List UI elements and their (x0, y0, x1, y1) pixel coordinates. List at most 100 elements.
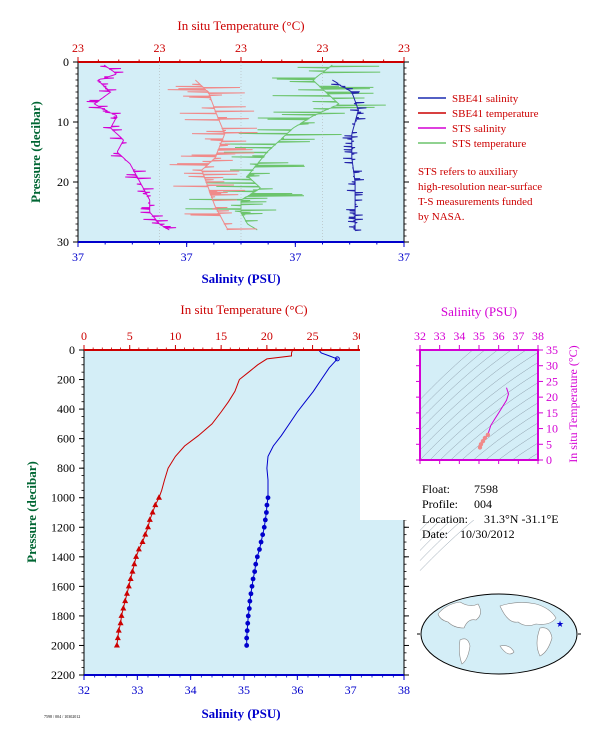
temperature-marker (122, 597, 129, 604)
salinity-marker (244, 635, 250, 641)
salinity-marker (260, 532, 266, 538)
map-land-americas (437, 601, 481, 629)
temperature-marker (145, 523, 151, 530)
map-land-south-america (459, 638, 471, 665)
salinity-surface-marker (334, 356, 340, 362)
inset-sal-tick-label: 34 (453, 329, 465, 343)
inset-sal-tick-label: 33 (434, 329, 446, 343)
inset-ts-point (482, 435, 488, 441)
bottom-temp-tick-label: 0 (81, 329, 87, 343)
inset-temp-tick-label: 25 (546, 374, 558, 388)
inset-series-group (477, 387, 510, 450)
bottom-sal-tick-label: 34 (185, 683, 197, 697)
salinity-marker (244, 643, 250, 648)
temperature-marker (120, 605, 127, 611)
salinity-marker (262, 517, 268, 523)
bottom-y-tick-label: 400 (57, 402, 75, 416)
top-y-tick-label: 0 (63, 55, 69, 69)
temperature-marker (125, 582, 132, 589)
inset-temp-tick-label: 20 (546, 390, 558, 404)
temperature-marker (114, 634, 121, 641)
bottom-y-tick-label: 2000 (51, 638, 75, 652)
top-temp-tick-label: 23 (154, 41, 166, 55)
date-label: Date: (422, 527, 448, 541)
map-land-australia (499, 645, 515, 655)
temperature-marker (123, 590, 130, 596)
bottom-y-tick-label: 600 (57, 432, 75, 446)
legend-label: SBE41 temperature (452, 108, 539, 120)
bottom-y-tick-label: 1800 (51, 609, 75, 623)
salinity-marker (257, 547, 262, 552)
top-sal-tick-label: 37 (72, 250, 84, 264)
bottom-temp-tick-label: 25 (307, 329, 319, 343)
temperature-marker (152, 501, 159, 508)
top-temp-tick-label: 23 (317, 41, 329, 55)
inset-density-contour (419, 342, 539, 441)
inset-density-contour (419, 362, 539, 461)
bottom-y-tick-label: 2200 (51, 668, 75, 682)
top-series-sts-salinity (86, 64, 177, 231)
note-line: by NASA. (418, 211, 465, 223)
top-ylabel: Pressure (decibar) (28, 101, 43, 203)
bottom-plot-area (84, 350, 404, 675)
legend-label: SBE41 salinity (452, 93, 519, 105)
top-sal-tick-label: 37 (289, 250, 301, 264)
inset-density-contour (419, 372, 539, 471)
bottom-y-tick-label: 800 (57, 461, 75, 475)
inset-mask-top (360, 290, 598, 350)
salinity-marker (264, 510, 269, 515)
bottom-temp-tick-label: 15 (215, 329, 227, 343)
bottom-chart: 0510152025303532333435363738020040060080… (24, 302, 410, 721)
top-sal-tick-label: 37 (181, 250, 193, 264)
bottom-y-tick-label: 1600 (51, 579, 75, 593)
bottom-ylabel: Pressure (decibar) (24, 461, 39, 563)
inset-sal-tick-label: 37 (512, 329, 524, 343)
top-sal-tick-label: 37 (398, 250, 410, 264)
salinity-marker (252, 569, 258, 574)
legend-label: STS temperature (452, 138, 526, 150)
inset-density-contour (419, 352, 539, 451)
temperature-marker (155, 494, 162, 500)
profile-value: 004 (474, 497, 492, 511)
salinity-marker (261, 524, 267, 530)
inset-sal-tick-label: 36 (493, 329, 505, 343)
inset-mask-bottom (360, 460, 598, 520)
inset-temp-tick-label: 0 (546, 453, 552, 467)
top-temp-tick-label: 23 (398, 41, 410, 55)
temperature-marker (149, 509, 156, 515)
temperature-marker (142, 531, 149, 537)
top-series-sbe41-temperature (167, 79, 258, 231)
top-y-tick-label: 30 (57, 235, 69, 249)
inset-sal-tick-label: 35 (473, 329, 485, 343)
bottom-sal-tick-label: 37 (345, 683, 357, 697)
temperature-marker (133, 553, 140, 559)
temperature-marker (146, 516, 153, 522)
inset-temp-tick-label: 5 (546, 437, 552, 451)
world-map: ★ (417, 593, 581, 675)
salinity-marker (265, 495, 271, 501)
salinity-marker (245, 620, 251, 626)
note-line: high-resolution near-surface (418, 181, 542, 193)
temperature-marker (118, 612, 125, 618)
inset-ts-point (480, 438, 486, 444)
top-axes: 23 23 23 23 23 37 37 37 37 0 10 20 30 (57, 41, 410, 264)
profile-label: Profile: (422, 497, 458, 511)
salinity-marker (250, 576, 256, 582)
salinity-marker (253, 561, 259, 567)
map-land-eurasia (499, 602, 557, 626)
temperature-marker (129, 568, 136, 574)
legend-label: STS salinity (452, 123, 507, 135)
salinity-marker (244, 628, 250, 634)
top-series-group (86, 64, 386, 232)
bottom-sal-tick-label: 33 (131, 683, 143, 697)
bottom-sal-tick-label: 32 (78, 683, 90, 697)
inset-sal-title: Salinity (PSU) (441, 304, 517, 319)
bottom-y-tick-label: 1200 (51, 520, 75, 534)
bottom-sal-tick-label: 35 (238, 683, 250, 697)
bottom-y-tick-label: 1400 (51, 550, 75, 564)
bottom-sal-tick-label: 38 (398, 683, 410, 697)
top-temp-title: In situ Temperature (°C) (177, 18, 304, 33)
